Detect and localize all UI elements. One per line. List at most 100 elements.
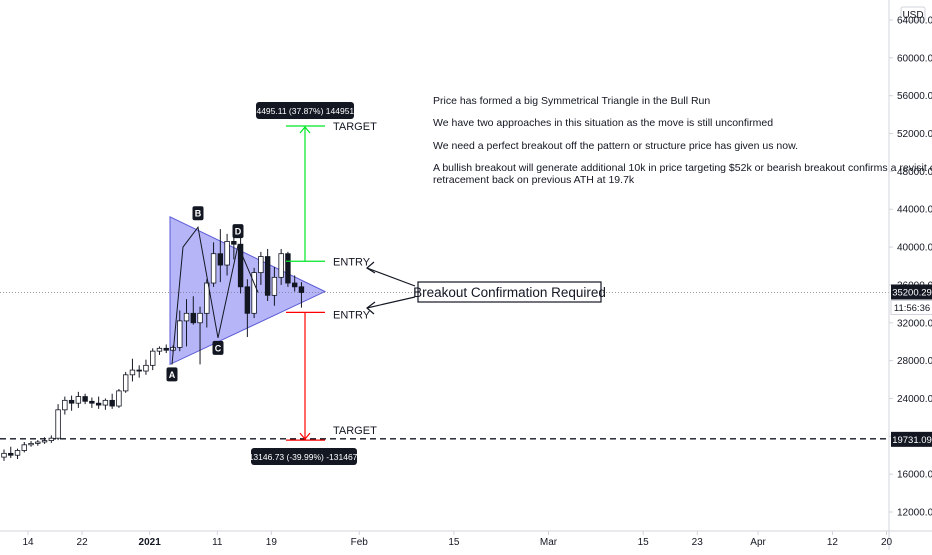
candle-body	[75, 396, 82, 404]
candle-body	[217, 253, 224, 266]
target-down-label: TARGET	[333, 425, 377, 437]
countdown-value: 11:56:36	[894, 303, 930, 314]
candle-body	[62, 399, 68, 411]
countdown-badge	[890, 299, 932, 315]
entry-up-label: ENTRY	[333, 256, 371, 268]
time-tick-label: 19	[266, 537, 278, 548]
price-tick-label: 28000.00	[897, 356, 932, 367]
time-tick-label: 22	[77, 537, 89, 548]
candle-body	[210, 253, 217, 284]
abcd-zigzag	[171, 225, 259, 365]
candle-body	[48, 437, 55, 441]
candle-body	[251, 272, 257, 314]
candle-body	[102, 399, 109, 406]
candle-body	[14, 450, 21, 456]
callout-arrow-up	[366, 267, 416, 287]
candle-body	[298, 286, 305, 293]
price-tick-label: 44000.00	[897, 205, 932, 216]
time-tick-label: Feb	[351, 537, 369, 548]
price-tick-label: 64000.00	[897, 16, 932, 27]
ath-price-value: 19731.09	[892, 435, 932, 446]
point-badge-d	[232, 224, 244, 239]
candle-body	[237, 243, 244, 288]
price-tick-label: 40000.00	[897, 243, 932, 254]
callout-text: Breakout Confirmation Required	[413, 285, 606, 300]
pattern-layer: A B C D	[166, 125, 325, 441]
time-tick-label: 15	[448, 537, 460, 548]
candle-body	[156, 347, 163, 352]
analysis-note-line: retracement back on previous ATH at 19.7…	[433, 174, 635, 186]
candle-body	[204, 282, 210, 314]
candle-body	[109, 399, 115, 407]
candle-body	[89, 400, 95, 404]
callout-arrow-down	[366, 296, 416, 309]
candle-body	[122, 374, 129, 392]
candle-body	[264, 256, 271, 296]
price-tick-label: 60000.00	[897, 53, 932, 64]
candle-body	[271, 276, 278, 296]
candle-body	[197, 312, 203, 324]
candle-body	[291, 282, 298, 288]
candle-body	[278, 253, 284, 278]
current-price-badge	[891, 284, 932, 300]
point-badge-a	[166, 367, 178, 382]
candle-body	[55, 409, 61, 439]
point-badge-b	[192, 206, 204, 221]
candle-body	[244, 286, 251, 314]
price-tick-label: 12000.00	[897, 508, 932, 519]
price-tick-label: 24000.00	[897, 394, 932, 405]
price-tick-label: 52000.00	[897, 129, 932, 140]
candle-body	[35, 441, 41, 444]
time-tick-label: 12	[827, 537, 839, 548]
candle-body	[8, 452, 14, 456]
point-badge-c	[212, 340, 224, 355]
time-tick-label: Mar	[540, 537, 558, 548]
measure-up-arrowhead	[299, 126, 311, 134]
analysis-note-line: Price has formed a big Symmetrical Trian…	[433, 95, 710, 107]
currency-box[interactable]	[900, 6, 926, 22]
candle-body	[82, 396, 88, 402]
time-tick-label: 20	[881, 537, 893, 548]
candle-body	[41, 440, 48, 443]
candle-body	[116, 390, 122, 407]
measure-up-text: 14495.11 (37.87%) 1449511	[252, 106, 359, 116]
ath-line-layer	[0, 292, 889, 440]
price-tick-label: 48000.00	[897, 167, 932, 178]
candle-body	[21, 444, 27, 451]
analysis-note-line: We have two approaches in this situation…	[433, 117, 773, 129]
analysis-note-line: We need a perfect breakout off the patte…	[433, 140, 798, 152]
candle-body	[183, 312, 190, 322]
point-label-a: A	[169, 370, 176, 380]
time-tick-label: 14	[22, 537, 34, 548]
measure-down-box	[251, 448, 357, 465]
callout-box	[417, 281, 602, 303]
candle-body	[28, 443, 34, 446]
time-tick-label: 15	[638, 537, 650, 548]
time-tick-label: 11	[212, 537, 223, 548]
candle-body	[224, 240, 230, 266]
entry-down-label: ENTRY	[333, 309, 371, 321]
candle-body	[258, 256, 264, 274]
ath-price-badge	[891, 431, 932, 447]
candle-body	[129, 369, 136, 376]
point-label-b: B	[195, 209, 202, 219]
analysis-note-line: A bullish breakout will generate additio…	[433, 162, 932, 174]
candle-body	[163, 347, 169, 351]
time-tick-label: Apr	[750, 537, 766, 548]
candle-body	[177, 320, 183, 348]
time-tick-label: 23	[692, 537, 704, 548]
candle-body	[68, 399, 75, 404]
notes-layer: TARGET ENTRY ENTRY TARGET 14495.11 (37.87%) …	[246, 95, 932, 465]
callout-arrowhead-down	[366, 301, 376, 315]
candles-layer	[1, 229, 305, 461]
candle-body	[190, 312, 196, 324]
candle-body	[285, 253, 291, 284]
measure-down-arrowhead	[299, 432, 311, 441]
currency-label: USD	[902, 10, 923, 21]
candle-body	[143, 364, 149, 372]
current-price-value: 35200.29	[892, 287, 932, 298]
time-tick-label: 2021	[139, 537, 162, 548]
